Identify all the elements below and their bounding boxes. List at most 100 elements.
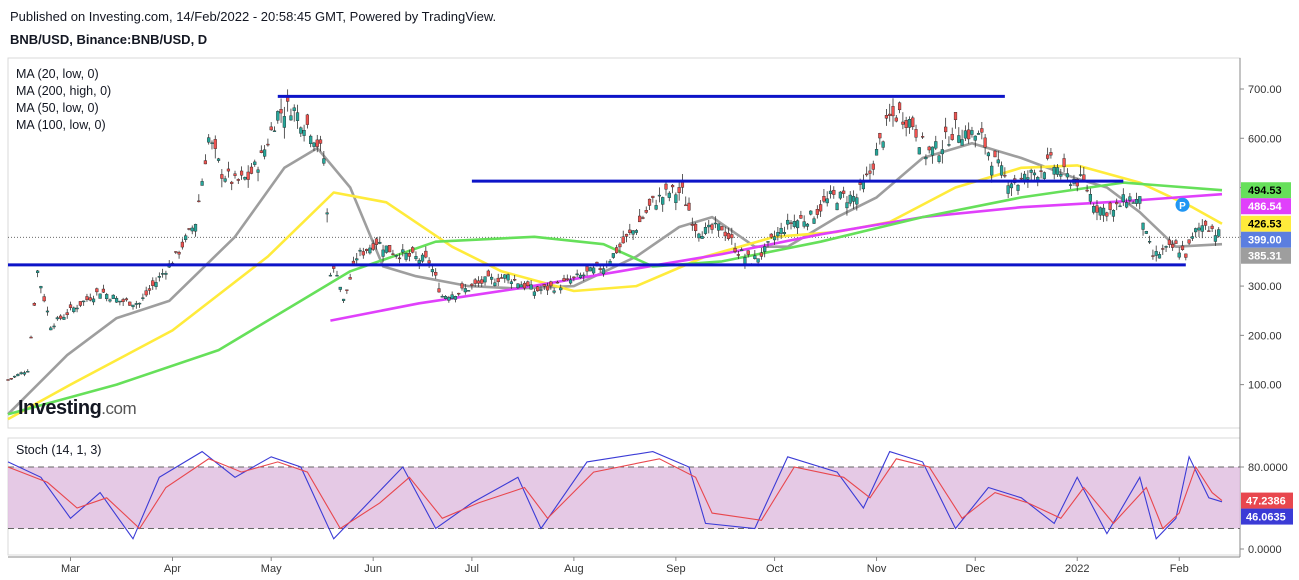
legend-item-ma100[interactable]: MA (100, low, 0)	[16, 118, 106, 132]
candle-up[interactable]	[114, 297, 119, 303]
candle-up[interactable]	[611, 253, 615, 258]
candle-up[interactable]	[582, 274, 586, 277]
candle-up[interactable]	[1154, 251, 1158, 256]
candle-up[interactable]	[809, 210, 813, 215]
candle-down[interactable]	[565, 278, 569, 280]
candle-up[interactable]	[1200, 225, 1204, 232]
candle-up[interactable]	[295, 112, 300, 121]
candle-up[interactable]	[335, 274, 339, 277]
candle-up[interactable]	[62, 317, 66, 320]
candle-down[interactable]	[1115, 202, 1119, 205]
candle-down[interactable]	[197, 200, 201, 203]
candle-up[interactable]	[506, 274, 510, 281]
candle-down[interactable]	[411, 247, 415, 253]
candle-up[interactable]	[1029, 169, 1033, 173]
candle-down[interactable]	[1075, 179, 1079, 187]
candle-up[interactable]	[934, 141, 938, 149]
candle-up[interactable]	[161, 273, 165, 275]
candle-up[interactable]	[368, 247, 372, 254]
candle-down[interactable]	[868, 170, 872, 174]
candle-down[interactable]	[9, 378, 13, 380]
candle-up[interactable]	[930, 146, 935, 156]
candle-up[interactable]	[657, 194, 662, 197]
candle-up[interactable]	[49, 327, 53, 331]
candle-down[interactable]	[513, 279, 517, 281]
candle-up[interactable]	[1101, 207, 1106, 216]
candle-up[interactable]	[394, 255, 398, 257]
candle-down[interactable]	[128, 301, 132, 306]
candle-up[interactable]	[443, 296, 448, 299]
candle-up[interactable]	[302, 130, 306, 136]
candle-up[interactable]	[276, 111, 280, 121]
candle-down[interactable]	[815, 209, 819, 215]
candle-down[interactable]	[1210, 225, 1214, 229]
candle-down[interactable]	[180, 241, 184, 248]
stoch-indicator-title[interactable]: Stoch (14, 1, 3)	[16, 443, 102, 457]
candle-down[interactable]	[42, 296, 46, 302]
candle-up[interactable]	[516, 283, 520, 289]
candle-down[interactable]	[647, 198, 652, 206]
candle-down[interactable]	[983, 137, 987, 148]
candle-up[interactable]	[98, 293, 102, 299]
candle-up[interactable]	[137, 302, 142, 305]
candle-down[interactable]	[710, 224, 714, 230]
candle-up[interactable]	[947, 144, 951, 146]
candle-up[interactable]	[779, 227, 783, 234]
candle-up[interactable]	[835, 203, 839, 211]
candle-up[interactable]	[55, 317, 59, 320]
candle-down[interactable]	[374, 238, 379, 245]
candle-down[interactable]	[562, 278, 566, 282]
candle-up[interactable]	[52, 325, 56, 328]
candle-up[interactable]	[1190, 236, 1194, 239]
candle-up[interactable]	[401, 249, 405, 253]
candle-up[interactable]	[381, 249, 385, 257]
candle-down[interactable]	[585, 266, 589, 272]
candle-up[interactable]	[917, 147, 921, 155]
candle-up[interactable]	[601, 268, 606, 275]
candle-down[interactable]	[470, 283, 474, 286]
candle-up[interactable]	[72, 307, 76, 313]
legend-item-ma200[interactable]: MA (200, high, 0)	[16, 84, 112, 98]
candle-down[interactable]	[944, 126, 948, 133]
candle-down[interactable]	[884, 115, 889, 119]
candle-up[interactable]	[1042, 172, 1046, 179]
candle-down[interactable]	[1161, 248, 1165, 250]
candle-down[interactable]	[950, 134, 954, 140]
candle-down[interactable]	[1003, 174, 1007, 177]
candle-up[interactable]	[1023, 173, 1027, 181]
candle-down[interactable]	[1203, 220, 1208, 226]
candle-up[interactable]	[851, 196, 856, 202]
candle-down[interactable]	[496, 277, 500, 283]
candle-up[interactable]	[447, 297, 451, 301]
candle-up[interactable]	[990, 165, 994, 176]
candle-up[interactable]	[976, 132, 981, 135]
candle-up[interactable]	[937, 155, 941, 162]
candle-down[interactable]	[878, 133, 882, 139]
candle-up[interactable]	[707, 224, 711, 228]
candle-down[interactable]	[598, 268, 602, 270]
candle-up[interactable]	[358, 249, 362, 252]
candle-up[interactable]	[940, 149, 944, 155]
candle-up[interactable]	[743, 257, 747, 264]
candle-up[interactable]	[881, 141, 885, 148]
candle-up[interactable]	[200, 181, 204, 186]
candle-up[interactable]	[1148, 241, 1152, 243]
candle-up[interactable]	[1194, 228, 1198, 233]
candle-up[interactable]	[256, 169, 260, 173]
candle-up[interactable]	[16, 374, 20, 377]
candle-up[interactable]	[223, 178, 227, 182]
candle-up[interactable]	[763, 246, 767, 252]
candle-down[interactable]	[499, 277, 504, 279]
candle-down[interactable]	[1085, 189, 1089, 192]
candle-down[interactable]	[865, 173, 869, 176]
candle-down[interactable]	[624, 233, 629, 237]
candle-up[interactable]	[568, 279, 573, 284]
candle-up[interactable]	[776, 232, 780, 237]
candle-up[interactable]	[552, 290, 556, 293]
candle-down[interactable]	[1082, 174, 1086, 180]
candle-up[interactable]	[1134, 199, 1139, 204]
candle-down[interactable]	[644, 210, 648, 213]
candle-up[interactable]	[184, 235, 188, 240]
candle-up[interactable]	[855, 197, 859, 205]
candle-up[interactable]	[417, 259, 421, 264]
